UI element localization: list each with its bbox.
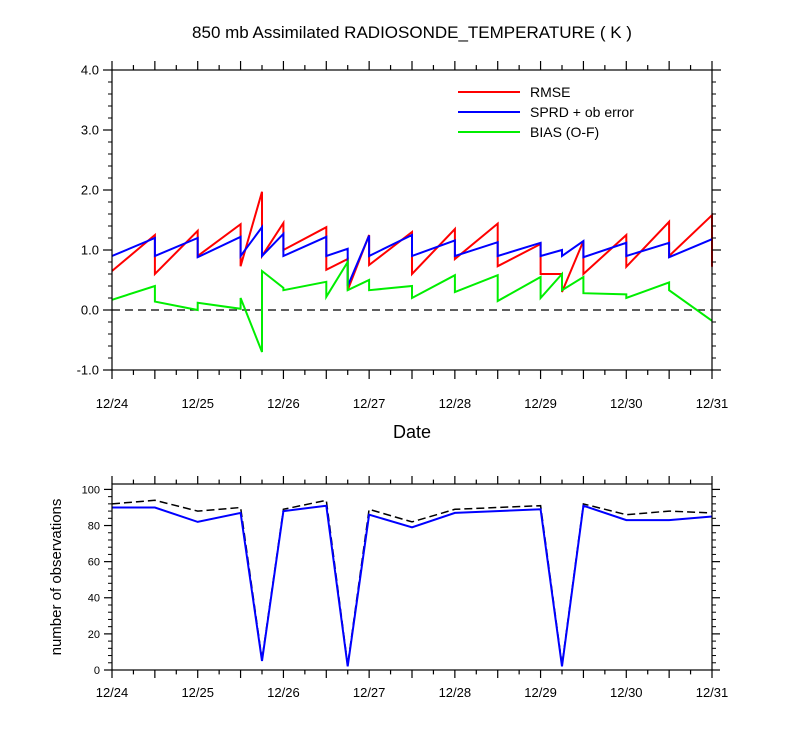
x-tick-label: 12/24: [96, 685, 129, 700]
rmse-panel: 850 mb Assimilated RADIOSONDE_TEMPERATUR…: [77, 23, 729, 442]
y-tick-label: 20: [88, 629, 100, 641]
x-tick-label: 12/26: [267, 396, 300, 411]
legend-label: SPRD + ob error: [530, 104, 634, 120]
x-tick-label: 12/27: [353, 396, 386, 411]
x-tick-label: 12/30: [610, 396, 643, 411]
x-tick-label: 12/25: [181, 685, 214, 700]
legend-label: RMSE: [530, 84, 570, 100]
series-line-observations-possible: [111, 499, 713, 665]
x-tick-label: 12/29: [524, 685, 557, 700]
y-tick-label: 2.0: [81, 183, 99, 198]
series-line-sprd-ob-error: [111, 224, 713, 287]
y-tick-label: 80: [88, 520, 100, 532]
chart-title: 850 mb Assimilated RADIOSONDE_TEMPERATUR…: [192, 23, 632, 42]
y-tick-label: 0.0: [81, 303, 99, 318]
y-tick-label: 60: [88, 557, 100, 569]
x-tick-label: 12/30: [610, 685, 643, 700]
x-tick-label: 12/31: [696, 685, 729, 700]
x-axis-label: Date: [393, 422, 431, 442]
series-line-bias-o-f: [111, 258, 713, 353]
y-tick-label: 40: [88, 593, 100, 605]
legend-label: BIAS (O-F): [530, 124, 599, 140]
series-line-observations-assimilated: [112, 504, 713, 667]
y-tick-label: 100: [82, 484, 100, 496]
x-tick-label: 12/24: [96, 396, 129, 411]
y-tick-label: 3.0: [81, 123, 99, 138]
y-tick-label: 1.0: [81, 243, 99, 258]
x-tick-label: 12/31: [696, 396, 729, 411]
x-tick-label: 12/25: [181, 396, 214, 411]
y-tick-label: 4.0: [81, 63, 99, 78]
x-tick-label: 12/29: [524, 396, 557, 411]
y-tick-label: 0: [94, 665, 100, 677]
y-axis-label: number of observations: [48, 499, 65, 656]
x-tick-label: 12/26: [267, 685, 300, 700]
x-tick-label: 12/28: [439, 685, 472, 700]
x-tick-label: 12/27: [353, 685, 386, 700]
x-tick-label: 12/28: [439, 396, 472, 411]
observations-panel: 0 20 40 60 80 100 12/24 12/25 12/26 12/27 12/28 12/…: [48, 476, 728, 700]
legend: RMSE SPRD + ob error BIAS (O-F): [458, 84, 634, 140]
plot-frame: [111, 483, 713, 671]
y-tick-label: -1.0: [77, 363, 99, 378]
